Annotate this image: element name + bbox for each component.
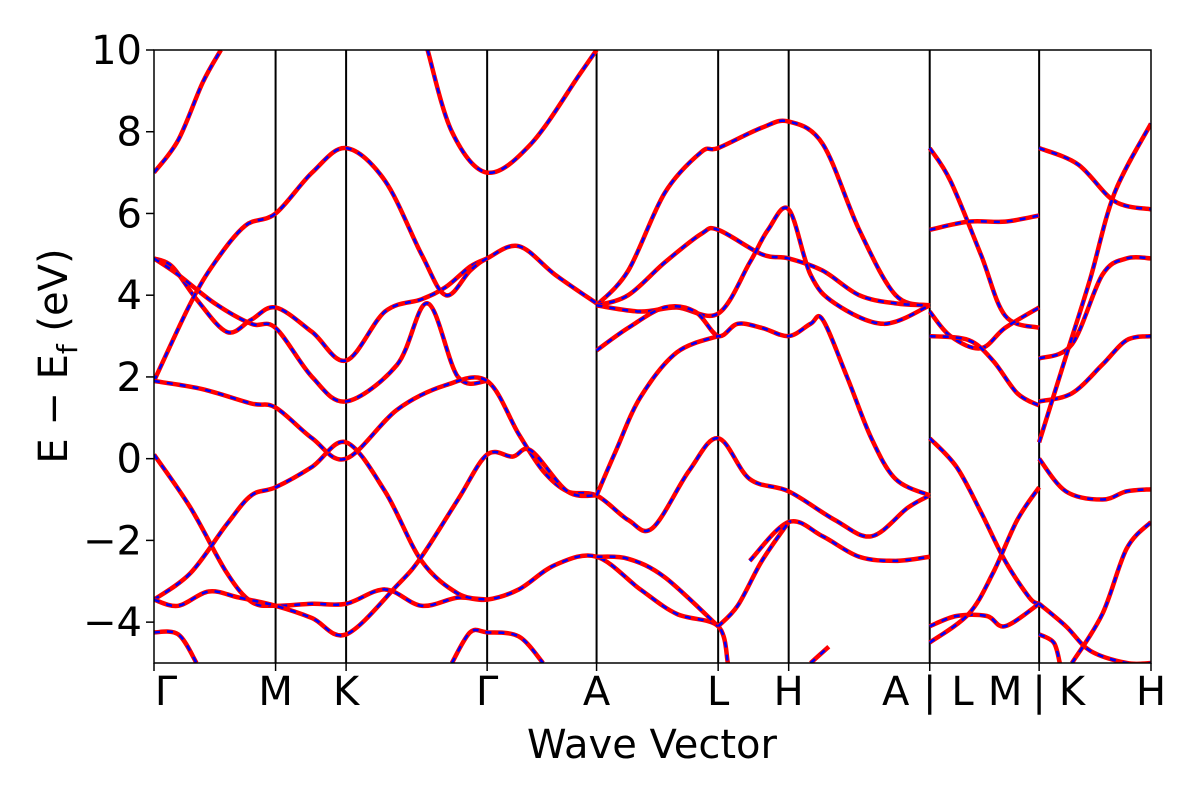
band-line-dashed xyxy=(154,257,488,362)
band-line-dashed xyxy=(928,437,1040,605)
y-tick-label: −4 xyxy=(83,600,142,646)
band-line-dashed xyxy=(809,645,830,663)
y-tick-label: −2 xyxy=(83,518,142,564)
band-line-dashed xyxy=(595,334,719,496)
band-line-dashed xyxy=(1038,633,1062,663)
y-tick-label: 2 xyxy=(117,355,142,401)
x-tick-label: Γ xyxy=(155,669,178,715)
band-line-dashed xyxy=(154,50,222,174)
y-tick-label: 8 xyxy=(117,110,142,156)
band-line-dashed xyxy=(595,305,931,497)
x-tick-label: M xyxy=(258,669,293,715)
y-axis-label: E − Ef (eV) xyxy=(31,248,84,463)
y-tick-label: 0 xyxy=(117,437,142,483)
band-line-dashed xyxy=(154,453,730,663)
band-line-dashed xyxy=(929,214,1040,232)
y-tick-label: 6 xyxy=(117,191,142,237)
band-line-dashed xyxy=(596,555,720,628)
plot-frame xyxy=(153,49,1152,664)
x-tick-label: L xyxy=(951,669,974,715)
kpoint-separator-lines xyxy=(274,50,1041,663)
band-line-dashed xyxy=(1038,146,1151,211)
x-tick-label: H xyxy=(1136,669,1166,715)
band-line-dashed xyxy=(1038,602,1151,663)
y-axis-label-main: E − E xyxy=(31,354,77,464)
y-tick-label: 4 xyxy=(117,273,142,319)
x-tick-label: | xyxy=(923,669,936,715)
x-tick-label: K xyxy=(333,669,361,715)
band-line-dashed xyxy=(154,257,488,403)
band-line-dashed xyxy=(154,630,198,663)
x-tick-label: A xyxy=(882,669,910,715)
x-tick-label: Γ xyxy=(476,669,499,715)
band-line-dashed xyxy=(154,447,597,637)
band-line-dashed xyxy=(928,486,1041,644)
x-tick-label: | xyxy=(1032,669,1045,715)
x-tick-label: M xyxy=(988,669,1023,715)
y-axis-label-unit: (eV) xyxy=(31,248,77,344)
band-line-dashed xyxy=(1038,457,1151,501)
band-line-dashed xyxy=(596,226,930,307)
band-line xyxy=(1038,254,1151,361)
band-line-dashed xyxy=(154,146,598,382)
band-line-dashed xyxy=(929,602,1040,628)
x-tick-label: L xyxy=(707,669,730,715)
x-tick-label: H xyxy=(774,669,804,715)
x-tick-label: A xyxy=(583,669,611,715)
y-axis-ticks: 10 8 6 4 2 0 −2 −4 xyxy=(83,28,154,646)
band-line-dashed xyxy=(426,50,598,174)
x-tick-label: K xyxy=(1059,669,1087,715)
y-axis-label-subscript: f xyxy=(51,343,84,354)
x-axis-label: Wave Vector xyxy=(527,722,778,768)
band-line xyxy=(594,118,931,308)
y-tick-label: 10 xyxy=(91,28,142,74)
band-line-dashed xyxy=(717,521,790,628)
band-line-dashed xyxy=(450,628,545,663)
band-line-dashed xyxy=(929,334,1040,407)
band-line-dashed xyxy=(1070,521,1151,663)
band-line-dashed xyxy=(1038,334,1151,403)
x-axis-ticks: Γ M K Γ A L H A | L M | K H xyxy=(153,663,1166,715)
band-line-dashed xyxy=(154,440,488,601)
band-line-dashed xyxy=(1037,122,1151,443)
band-lines xyxy=(154,50,1151,663)
